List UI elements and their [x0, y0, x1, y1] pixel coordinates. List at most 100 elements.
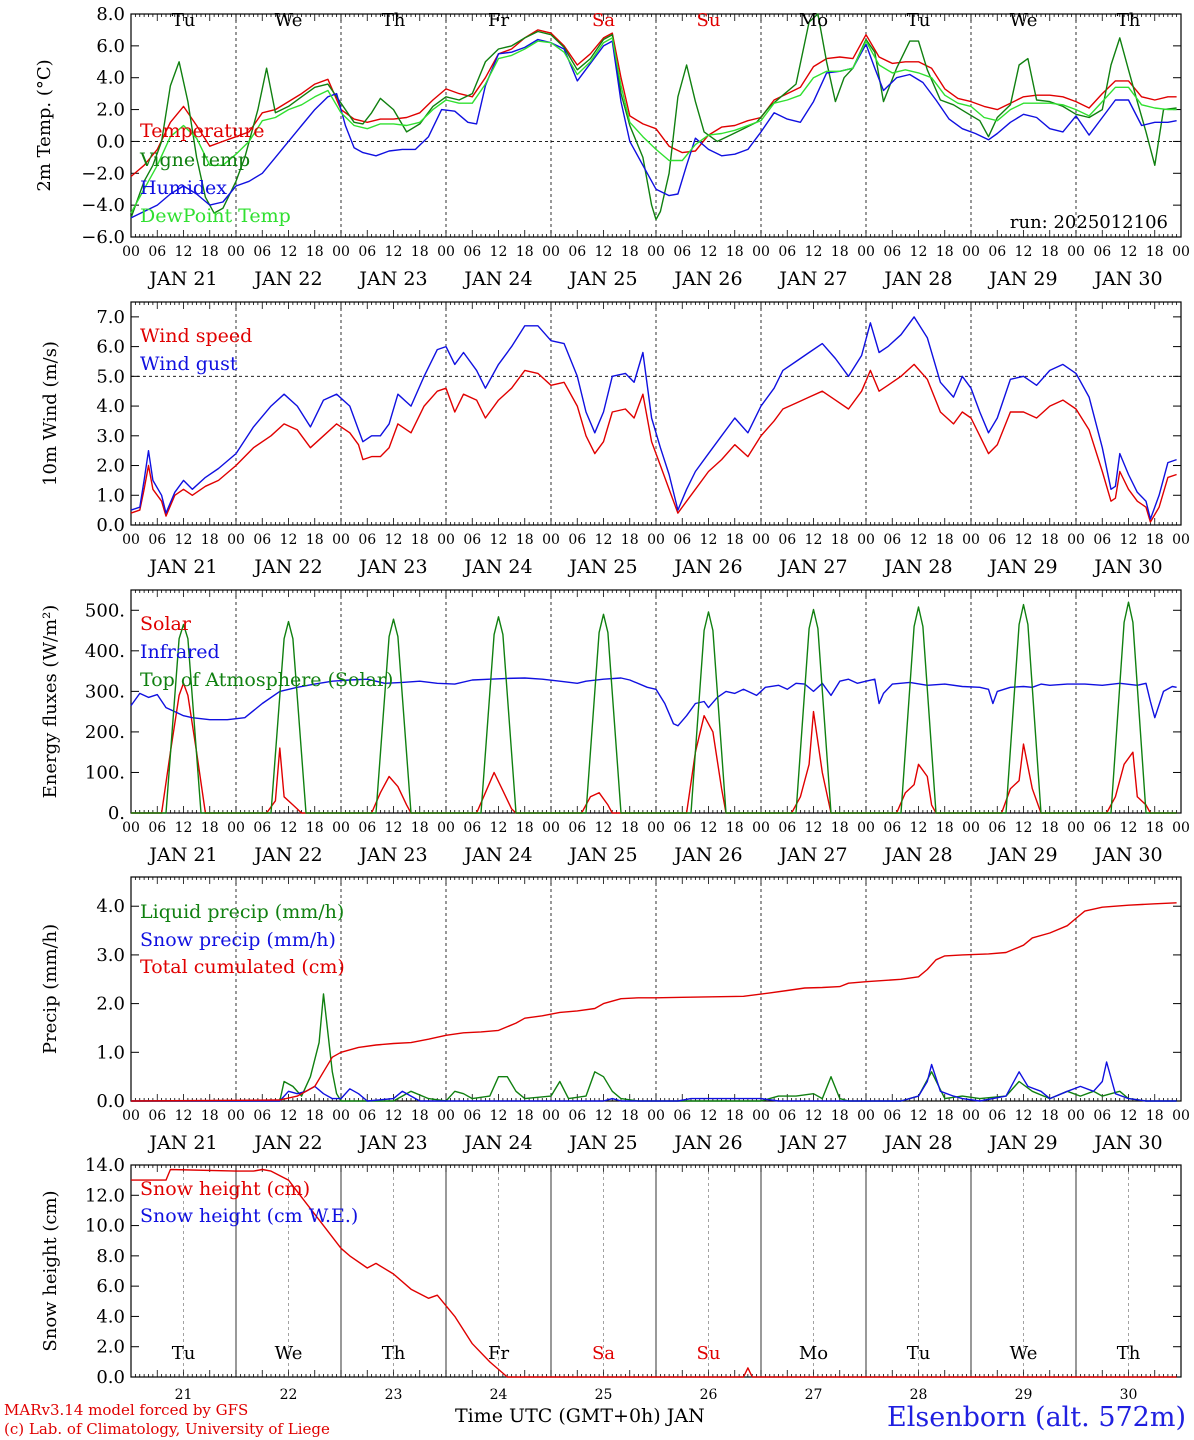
hour-tick-label: 12 [910, 244, 928, 260]
panel-3: 0. 100. 200. 300. 400. 500. Energy fluxes (W/m… [40, 589, 1190, 866]
hour-tick-label: 18 [936, 1108, 954, 1124]
hour-tick-label: 18 [306, 820, 324, 836]
legend-entry: Liquid precip (mm/h) [140, 901, 344, 923]
y-tick-label: 12.0 [85, 1185, 125, 1206]
hour-tick-label: 12 [490, 820, 508, 836]
hour-tick-label: 00 [332, 820, 350, 836]
day-label: Th [382, 10, 406, 31]
hour-tick-label: 06 [1093, 532, 1111, 548]
hour-tick-label: 18 [621, 244, 639, 260]
y-tick-label: 300. [85, 681, 125, 702]
hour-tick-label: 06 [988, 820, 1006, 836]
y-tick-label: 2.0 [96, 100, 125, 121]
y-tick-label: 2.0 [96, 456, 125, 477]
hour-tick-label: 06 [568, 820, 586, 836]
hour-tick-label: 06 [883, 532, 901, 548]
y-tick-label: 4.0 [96, 1306, 125, 1327]
date-label: JAN 27 [777, 556, 847, 578]
hour-tick-label: 18 [726, 1108, 744, 1124]
hour-tick-label: 12 [805, 820, 823, 836]
hour-tick-label: 00 [437, 1108, 455, 1124]
hour-tick-label: 12 [595, 820, 613, 836]
hour-tick-label: 06 [883, 820, 901, 836]
hour-tick-label: 00 [1067, 1108, 1085, 1124]
hour-tick-label: 18 [516, 1108, 534, 1124]
hour-tick-label: 06 [463, 244, 481, 260]
hour-tick-label: 00 [122, 820, 140, 836]
hour-tick-label: 00 [437, 244, 455, 260]
hour-tick-label: 12 [1015, 244, 1033, 260]
day-number-label: 22 [280, 1387, 298, 1403]
date-label: JAN 22 [252, 1132, 322, 1154]
legend-entry: Infrared [140, 641, 220, 663]
y-tick-label: 0.0 [96, 515, 125, 536]
hour-tick-label: 18 [201, 244, 219, 260]
model-credit: MARv3.14 model forced by GFS [4, 1401, 249, 1419]
hour-tick-label: 18 [1146, 820, 1164, 836]
hour-tick-label: 06 [778, 1108, 796, 1124]
run-annotation: run: 2025012106 [1010, 212, 1168, 233]
panel-1: −6.0 −4.0 −2.0 0.0 2.0 4.0 6.0 8.0 2m Temp. (°C)… [34, 4, 1190, 290]
hour-tick-label: 00 [122, 244, 140, 260]
hour-tick-label: 06 [148, 1108, 166, 1124]
hour-tick-label: 00 [332, 244, 350, 260]
date-label: JAN 28 [882, 1132, 952, 1154]
date-label: JAN 29 [987, 556, 1057, 578]
y-tick-label: 7.0 [96, 307, 125, 328]
hour-tick-label: 00 [332, 532, 350, 548]
day-label: We [1010, 1343, 1038, 1364]
date-label: JAN 23 [357, 844, 427, 866]
series-temperature [130, 29, 1177, 178]
station-name: Elsenborn (alt. 572m) [887, 1402, 1186, 1433]
legend-entry: DewPoint Temp [140, 205, 291, 227]
hour-tick-label: 18 [516, 820, 534, 836]
date-label: JAN 25 [567, 1132, 637, 1154]
y-tick-label: 200. [85, 722, 125, 743]
day-number-label: 28 [910, 1387, 928, 1403]
series-snow-height-cm [131, 1168, 1177, 1378]
legend-entry: Top of Atmosphere (Solar) [140, 669, 393, 691]
date-label: JAN 27 [777, 844, 847, 866]
hour-tick-label: 12 [700, 244, 718, 260]
hour-tick-label: 06 [1093, 1108, 1111, 1124]
hour-tick-label: 00 [227, 532, 245, 548]
hour-tick-label: 18 [1041, 244, 1059, 260]
hour-tick-label: 06 [148, 820, 166, 836]
y-tick-label: 2.0 [96, 994, 125, 1015]
hour-tick-label: 06 [568, 244, 586, 260]
hour-tick-label: 12 [700, 532, 718, 548]
hour-tick-label: 00 [227, 244, 245, 260]
hour-tick-label: 12 [595, 532, 613, 548]
series-dewpoint-temp [130, 37, 1177, 214]
hour-tick-label: 00 [962, 532, 980, 548]
hour-tick-label: 00 [752, 244, 770, 260]
hour-tick-label: 18 [831, 244, 849, 260]
series-humidex [130, 38, 1177, 219]
hour-tick-label: 12 [595, 1108, 613, 1124]
hour-tick-label: 18 [1146, 532, 1164, 548]
hour-tick-label: 18 [1041, 532, 1059, 548]
day-label: Th [382, 1343, 406, 1364]
date-label: JAN 24 [462, 268, 532, 290]
hour-tick-label: 06 [463, 820, 481, 836]
day-label: Fr [488, 1343, 509, 1364]
hour-tick-label: 06 [778, 532, 796, 548]
hour-tick-label: 18 [936, 244, 954, 260]
day-label: Sa [592, 10, 615, 31]
hour-tick-label: 00 [647, 244, 665, 260]
date-label: JAN 26 [672, 268, 742, 290]
date-label: JAN 25 [567, 556, 637, 578]
legend-entry: Wind speed [140, 325, 252, 347]
hour-tick-label: 12 [280, 532, 298, 548]
hour-tick-label: 06 [778, 820, 796, 836]
date-label: JAN 29 [987, 844, 1057, 866]
y-tick-label: 8.0 [96, 1246, 125, 1267]
hour-tick-label: 00 [1172, 532, 1190, 548]
panel-4: 0.0 1.0 2.0 3.0 4.0 Precip (mm/h) Liquid preci… [40, 876, 1190, 1154]
hour-tick-label: 18 [306, 532, 324, 548]
hour-tick-label: 12 [805, 532, 823, 548]
y-tick-label: 5.0 [96, 366, 125, 387]
day-label: Tu [907, 1343, 931, 1364]
y-axis-label: Energy fluxes (W/m²) [40, 605, 61, 799]
date-label: JAN 23 [357, 268, 427, 290]
